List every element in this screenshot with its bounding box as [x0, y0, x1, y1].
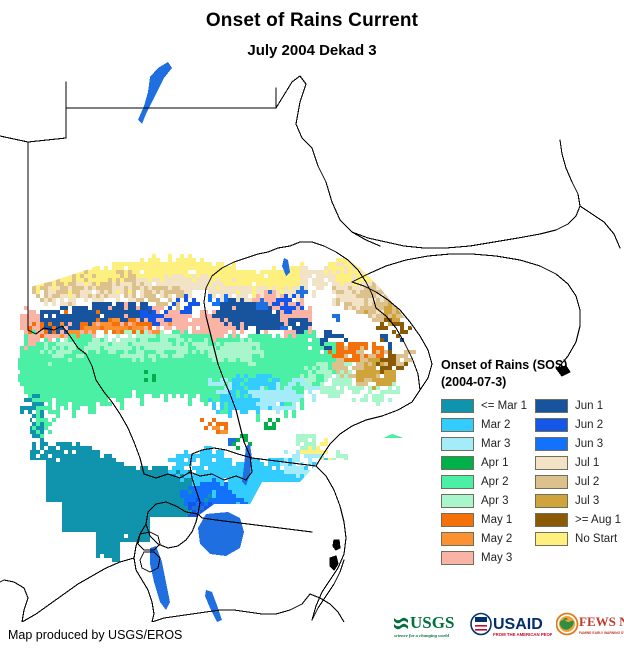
- legend-item-label: Mar 3: [481, 437, 511, 450]
- legend-swatch: [535, 436, 569, 451]
- legend-swatch: [535, 417, 569, 432]
- legend-item: Apr 2: [441, 472, 527, 491]
- legend-item-label: Jun 1: [575, 399, 604, 412]
- legend-item: Jul 3: [535, 491, 621, 510]
- usgs-logo: USGS science for a changing world: [392, 608, 466, 642]
- legend-column-left: <= Mar 1 Mar 2 Mar 3 Apr 1 Apr 2 Apr 3 May 1 Ma…: [441, 396, 527, 567]
- legend-item: Apr 3: [441, 491, 527, 510]
- legend-item: No Start: [535, 529, 621, 548]
- logo-bar: USGS science for a changing world USAID …: [392, 606, 624, 644]
- legend-item-label: May 3: [481, 551, 513, 564]
- page-title: Onset of Rains Current: [205, 10, 419, 31]
- legend-item: >= Aug 1: [535, 510, 621, 529]
- legend-swatch: [441, 436, 474, 451]
- legend-item: May 2: [441, 529, 527, 548]
- legend-item-label: Jun 3: [575, 437, 604, 450]
- legend-item: Jun 1: [535, 396, 621, 415]
- legend-column-right: Jun 1 Jun 2 Jun 3 Jul 1 Jul 2 Jul 3 >= Aug 1 No…: [535, 396, 621, 567]
- map-legend: Onset of Rains (SOS) (2004-07-3) <= Mar …: [441, 358, 621, 567]
- map-canvas[interactable]: [0, 62, 624, 622]
- map-credit: Map produced by USGS/EROS: [8, 628, 183, 642]
- fewsnet-globe-icon: [556, 612, 579, 636]
- legend-item: May 1: [441, 510, 527, 529]
- fewsnet-wordmark: FEWS NET: [579, 614, 624, 629]
- legend-item: Jul 1: [535, 453, 621, 472]
- usgs-tagline: science for a changing world: [393, 633, 450, 638]
- legend-item-label: No Start: [575, 532, 618, 545]
- legend-swatch: [441, 531, 474, 546]
- legend-item: Jul 2: [535, 472, 621, 491]
- fewsnet-logo: FEWS NET FAMINE EARLY WARNING SYSTEMS NE…: [556, 608, 624, 642]
- legend-swatch: [535, 493, 569, 508]
- legend-item: Jun 3: [535, 434, 621, 453]
- country-borders-layer: [0, 75, 621, 622]
- legend-title: Onset of Rains (SOS): [441, 358, 568, 372]
- usaid-tagline: FROM THE AMERICAN PEOPLE: [493, 632, 552, 637]
- legend-item: <= Mar 1: [441, 396, 527, 415]
- legend-item-label: Apr 3: [481, 494, 509, 507]
- usaid-logo: USAID FROM THE AMERICAN PEOPLE: [470, 608, 552, 642]
- legend-item-label: Jul 3: [575, 494, 600, 507]
- legend-item: Mar 2: [441, 415, 527, 434]
- legend-item: Jun 2: [535, 415, 621, 434]
- legend-item: May 3: [441, 548, 527, 567]
- legend-swatch: [441, 398, 474, 413]
- legend-swatch: [535, 398, 569, 413]
- legend-item-label: May 2: [481, 532, 513, 545]
- legend-item-label: >= Aug 1: [575, 513, 622, 526]
- legend-swatch: [535, 512, 569, 527]
- legend-item-label: Jul 2: [575, 475, 600, 488]
- legend-swatch: [535, 474, 569, 489]
- legend-swatch: [441, 455, 474, 470]
- legend-swatch: [535, 531, 569, 546]
- legend-swatch: [441, 550, 474, 565]
- legend-swatch: [441, 417, 474, 432]
- legend-subtitle: (2004-07-3): [441, 375, 507, 389]
- page-subtitle: July 2004 Dekad 3: [247, 42, 377, 59]
- fewsnet-tagline: FAMINE EARLY WARNING SYSTEMS NETWORK: [579, 631, 624, 635]
- usaid-seal-icon: [470, 612, 492, 636]
- legend-item-label: Apr 1: [481, 456, 509, 469]
- legend-swatch: [441, 512, 474, 527]
- legend-swatch: [441, 493, 474, 508]
- usgs-wordmark: USGS: [410, 613, 454, 632]
- legend-item-label: Jul 1: [575, 456, 600, 469]
- legend-item-label: <= Mar 1: [481, 399, 528, 412]
- legend-swatch: [535, 455, 569, 470]
- usaid-wordmark: USAID: [493, 616, 543, 633]
- legend-item: Apr 1: [441, 453, 527, 472]
- legend-item: Mar 3: [441, 434, 527, 453]
- legend-item-label: Apr 2: [481, 475, 509, 488]
- legend-item-label: Jun 2: [575, 418, 604, 431]
- legend-swatch: [441, 474, 474, 489]
- legend-item-label: Mar 2: [481, 418, 511, 431]
- legend-item-label: May 1: [481, 513, 513, 526]
